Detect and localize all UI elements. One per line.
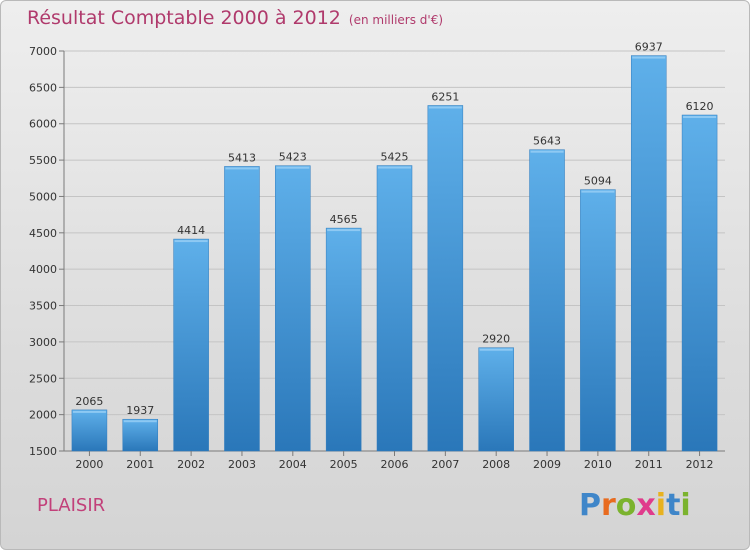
bar [173, 238, 209, 452]
bar [580, 189, 616, 452]
data-label: 5425 [381, 151, 409, 164]
data-label: 4565 [330, 213, 358, 226]
y-tick-label: 5500 [29, 154, 57, 167]
x-tick-label: 2004 [279, 458, 307, 471]
x-tick-label: 2009 [533, 458, 561, 471]
bar-highlight [72, 410, 106, 413]
y-tick-label: 4500 [29, 227, 57, 240]
data-label: 5094 [584, 175, 612, 188]
data-label: 4414 [177, 224, 205, 237]
bar-highlight [276, 166, 310, 169]
y-tick-label: 3000 [29, 336, 57, 349]
bar [325, 227, 362, 452]
data-label: 5643 [533, 135, 561, 148]
bar-highlight [327, 229, 361, 232]
x-tick-label: 2012 [686, 458, 714, 471]
y-tick-label: 6000 [29, 118, 57, 131]
x-tick-label: 2002 [177, 458, 205, 471]
data-label: 2920 [482, 333, 510, 346]
data-label: 5413 [228, 151, 256, 164]
data-label: 6937 [635, 41, 663, 54]
x-tick-label: 2000 [75, 458, 103, 471]
bar [224, 166, 260, 452]
bar [529, 149, 565, 452]
bar [275, 165, 311, 452]
y-tick-label: 5000 [29, 190, 57, 203]
bar [427, 105, 464, 452]
x-tick-label: 2006 [381, 458, 409, 471]
bar [630, 55, 667, 452]
x-tick-label: 2008 [482, 458, 510, 471]
y-tick-label: 2000 [29, 409, 57, 422]
bar [478, 347, 514, 452]
chart-title-text: Résultat Comptable 2000 à 2012 [27, 7, 341, 29]
x-tick-label: 2007 [431, 458, 459, 471]
bar [71, 409, 108, 452]
commune-name: PLAISIR [37, 495, 106, 516]
x-tick-label: 2001 [126, 458, 154, 471]
x-tick-label: 2003 [228, 458, 256, 471]
bar-highlight [123, 420, 157, 423]
data-label: 2065 [75, 395, 103, 408]
bar-highlight [479, 348, 513, 351]
logo-letter: i [680, 488, 691, 523]
x-tick-label: 2005 [330, 458, 358, 471]
y-tick-label: 4000 [29, 263, 57, 276]
logo-letter: t [666, 488, 681, 523]
data-label: 6120 [686, 100, 714, 113]
logo-letter: P [579, 488, 601, 523]
bar-highlight [683, 116, 717, 118]
x-tick-label: 2011 [635, 458, 663, 471]
chart-title: Résultat Comptable 2000 à 2012 (en millie… [27, 7, 443, 29]
y-tick-label: 7000 [29, 45, 57, 58]
y-tick-label: 6500 [29, 81, 57, 94]
bar [122, 418, 159, 452]
logo-letter: o [615, 488, 637, 523]
bar-highlight [581, 190, 615, 193]
bar-highlight [632, 56, 666, 59]
proxiti-logo: Proxiti [579, 488, 691, 523]
chart-unit: (en milliers d'€) [348, 13, 444, 27]
logo-letter: x [636, 488, 656, 523]
data-label: 6251 [431, 90, 459, 103]
y-tick-label: 2500 [29, 372, 57, 385]
logo-letter: r [601, 488, 616, 523]
bar-highlight [428, 106, 462, 109]
bar [681, 114, 718, 452]
y-tick-label: 3500 [29, 300, 57, 313]
logo-letter: i [655, 488, 667, 523]
bar-highlight [174, 240, 208, 243]
data-label: 1937 [126, 404, 154, 417]
bar-highlight [378, 166, 411, 169]
data-label: 5423 [279, 151, 307, 164]
bar-highlight [225, 167, 259, 170]
x-tick-label: 2010 [584, 458, 612, 471]
bar-highlight [530, 150, 564, 153]
bar [376, 165, 413, 452]
y-tick-label: 1500 [29, 445, 57, 458]
